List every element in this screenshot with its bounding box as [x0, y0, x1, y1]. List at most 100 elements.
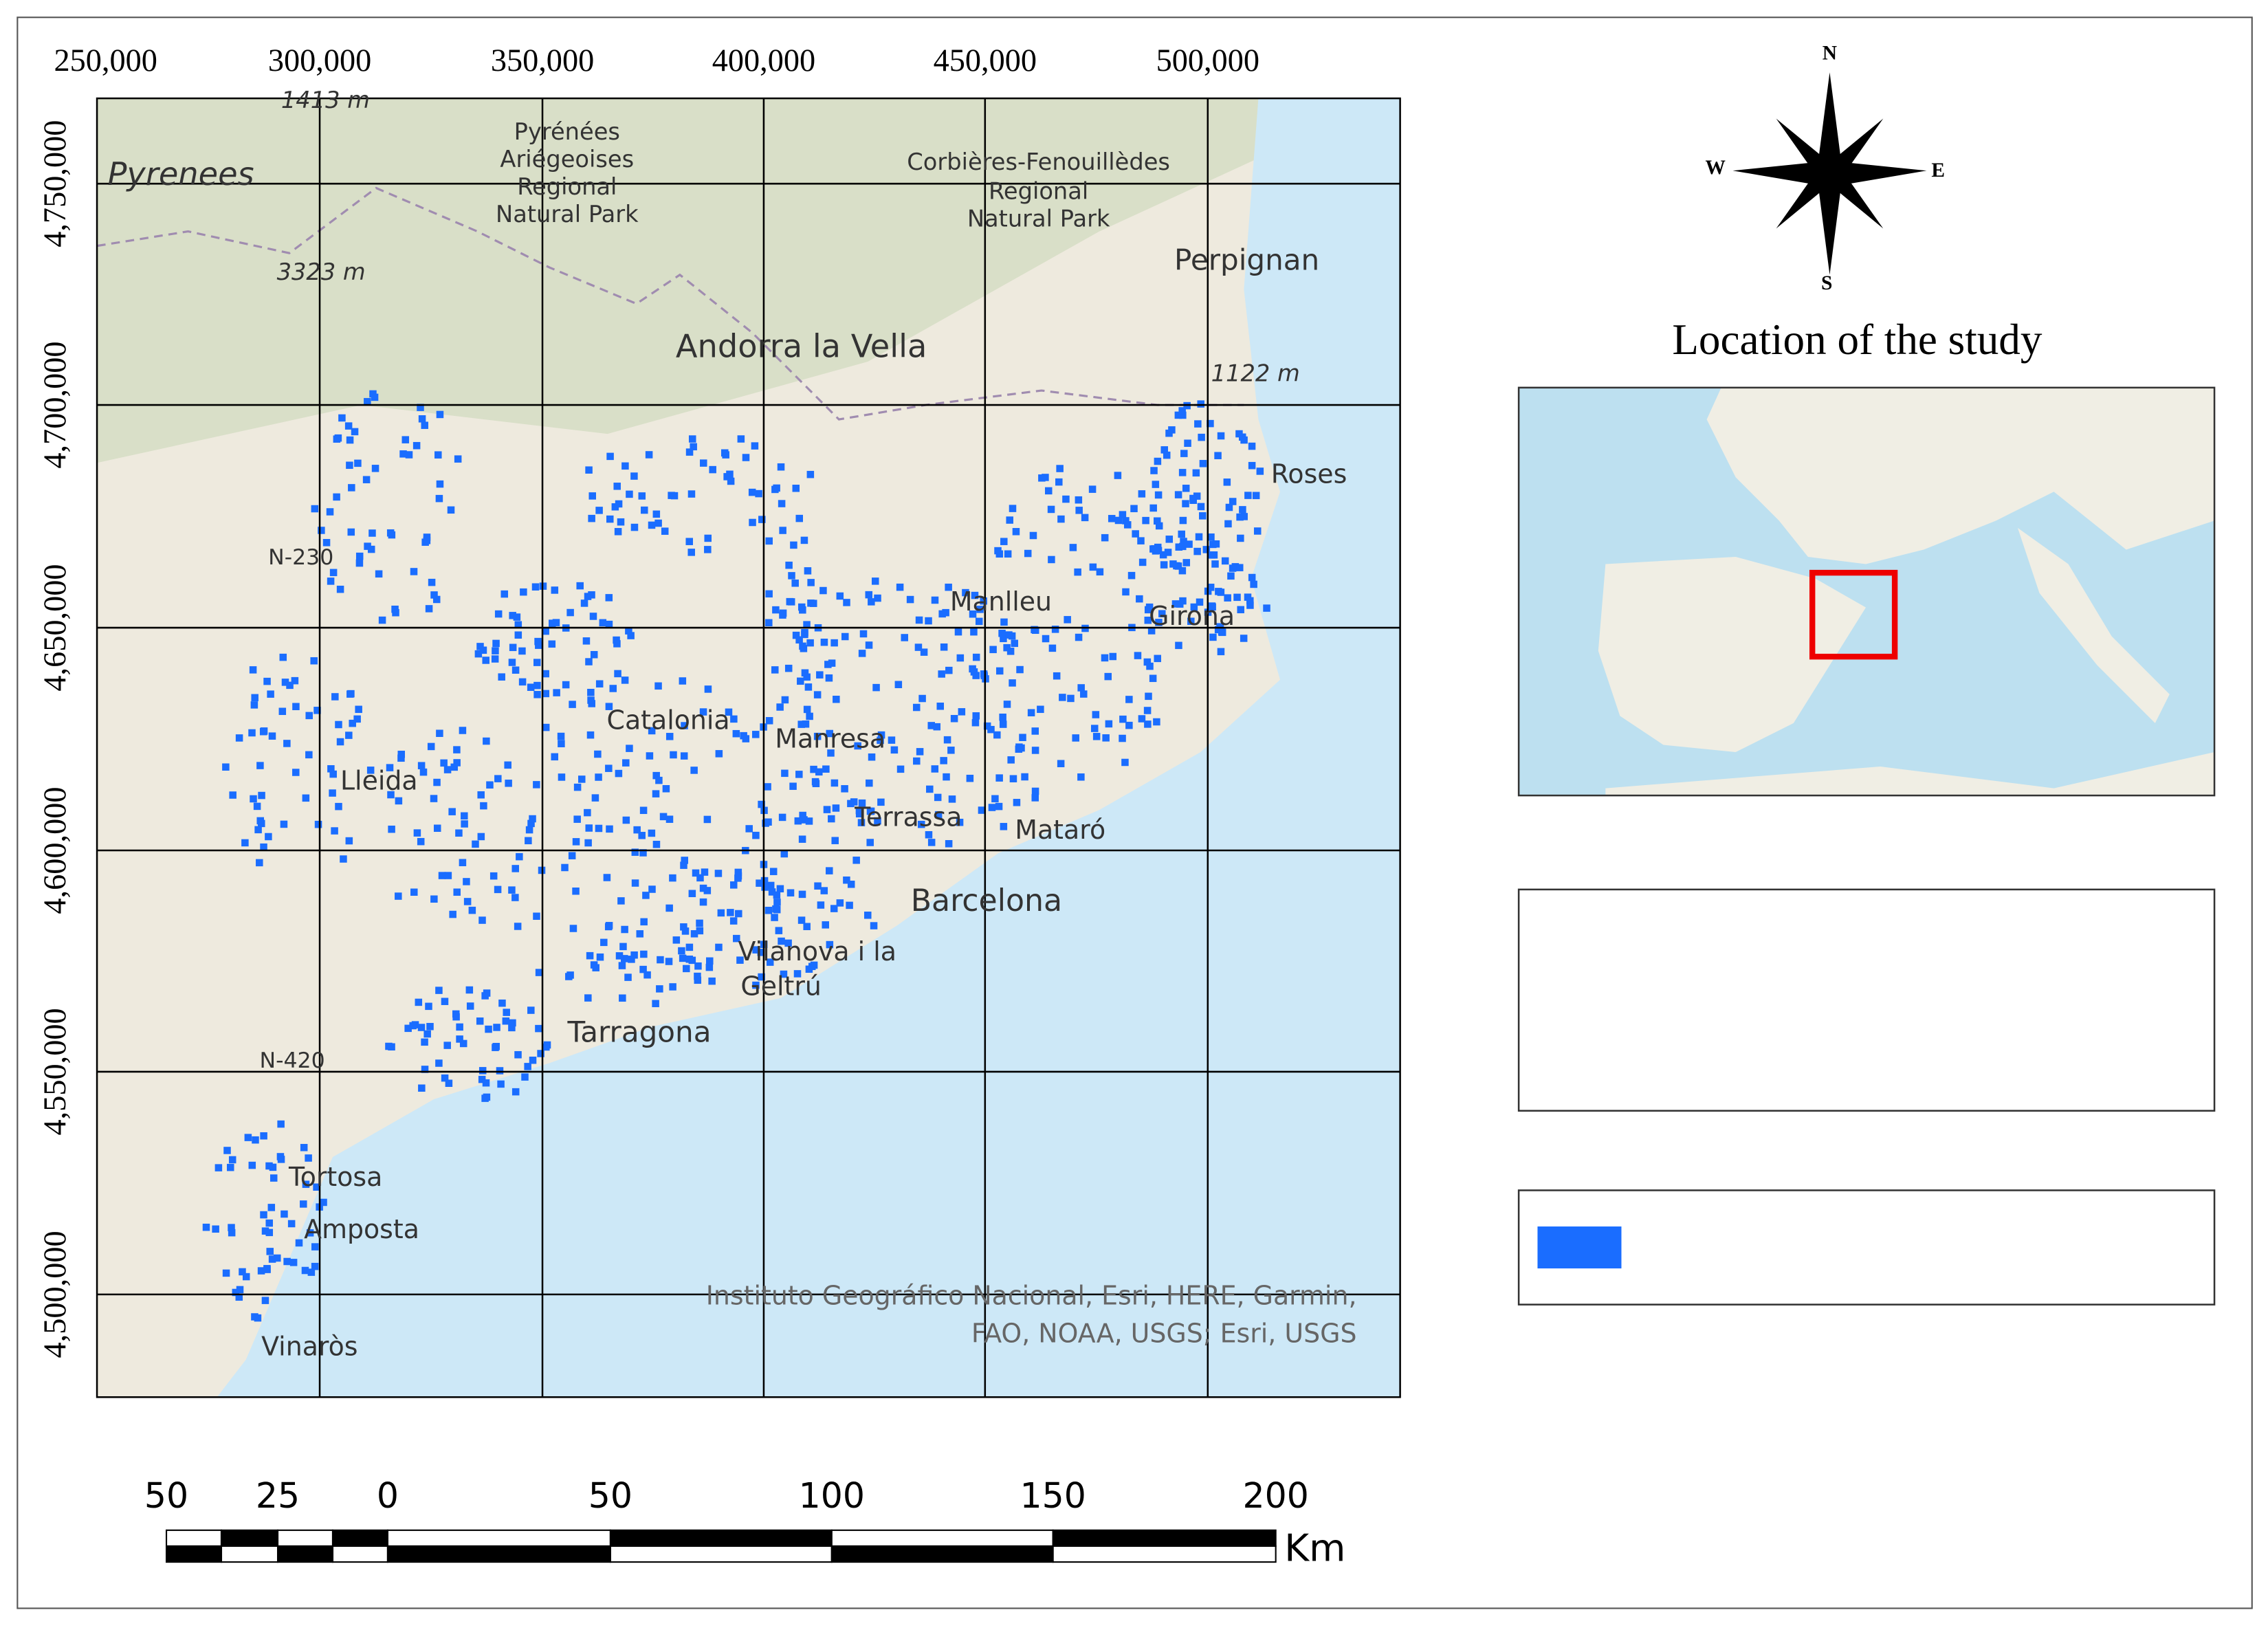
mining-site [894, 681, 903, 688]
mining-site [683, 965, 690, 973]
mining-site [972, 653, 980, 661]
mining-site [1119, 715, 1127, 723]
mining-site [668, 492, 675, 499]
mining-site [1248, 573, 1256, 582]
scale-segment [165, 1529, 223, 1548]
mining-site [1182, 500, 1189, 507]
mining-site [346, 461, 353, 470]
mining-site [830, 905, 838, 912]
mining-site [1042, 635, 1050, 643]
mining-site [841, 785, 848, 793]
mining-site [572, 888, 580, 895]
place-label: Roses [1271, 459, 1347, 489]
mining-site [333, 493, 340, 501]
mining-site [1150, 467, 1158, 474]
mining-site [659, 813, 668, 821]
mining-site [640, 950, 648, 958]
mining-site [482, 1079, 490, 1087]
mining-site [680, 752, 688, 760]
mining-site [586, 731, 595, 739]
mining-site [877, 731, 885, 739]
mining-site [940, 643, 948, 651]
mining-site [347, 528, 355, 536]
mining-site [441, 998, 449, 1005]
mining-site [397, 750, 406, 758]
mining-site [615, 500, 623, 508]
mining-site [958, 708, 966, 716]
mining-site [781, 769, 789, 778]
mining-site [865, 641, 873, 649]
mining-site [797, 677, 804, 685]
mining-site [669, 983, 676, 991]
mining-site [775, 927, 783, 934]
mining-site [988, 804, 996, 811]
mining-site [600, 938, 608, 947]
mining-site [1114, 516, 1123, 525]
mining-site [696, 927, 704, 935]
mining-site [1175, 543, 1183, 551]
mining-site [331, 693, 339, 701]
inset-land [1598, 556, 1867, 752]
mining-site [865, 591, 873, 599]
mining-site [565, 973, 573, 980]
mining-site [784, 939, 792, 947]
mining-site [449, 910, 456, 918]
mining-site [498, 999, 506, 1007]
mining-site [1003, 701, 1011, 708]
mining-site [1119, 734, 1126, 742]
mining-site [780, 970, 788, 978]
mining-site [413, 829, 421, 837]
mining-site [286, 681, 294, 690]
mining-site [214, 1164, 223, 1171]
inset-title: Location of the study [1672, 316, 2043, 364]
mining-site [1132, 530, 1139, 538]
mining-site [1240, 436, 1248, 444]
compass-letter: W [1706, 157, 1726, 179]
mining-site [228, 1224, 235, 1231]
mining-site [456, 1023, 463, 1031]
y-tick-label: 4,650,000 [38, 564, 73, 692]
mining-site [306, 1229, 314, 1237]
mining-site [613, 636, 620, 644]
mining-site [704, 534, 712, 542]
mining-site [1202, 546, 1211, 553]
mining-site [307, 1268, 316, 1276]
place-label: Barcelona [911, 883, 1062, 918]
mining-site [680, 923, 687, 931]
mining-site [1179, 411, 1187, 419]
mining-site [721, 449, 729, 457]
mining-site [799, 642, 806, 650]
mining-site [265, 1162, 273, 1170]
mining-site [978, 806, 986, 814]
mining-site [938, 670, 945, 678]
mining-site [1190, 603, 1198, 611]
mining-site [1077, 773, 1085, 781]
mining-site [222, 763, 230, 771]
place-label: Catalonia [607, 705, 730, 735]
mining-site [1165, 429, 1173, 437]
mining-site [670, 751, 677, 759]
mining-site [480, 802, 487, 810]
mining-site [520, 588, 527, 596]
mining-site [605, 594, 613, 602]
mining-site [486, 781, 494, 789]
mining-site [877, 736, 884, 745]
mining-site [514, 631, 522, 639]
mining-site [1217, 432, 1225, 440]
mining-site [896, 583, 904, 591]
mining-site [694, 976, 702, 984]
mining-site [1138, 558, 1147, 566]
mining-site [569, 701, 576, 708]
mining-site [525, 826, 533, 834]
mining-site [1233, 593, 1241, 602]
mining-site [448, 808, 456, 815]
mining-site [1075, 633, 1083, 641]
mining-site [478, 1075, 486, 1083]
mining-site [1155, 522, 1163, 530]
mining-site [947, 747, 955, 754]
mining-site [627, 632, 635, 639]
mining-site [436, 410, 444, 419]
mining-site [679, 954, 687, 962]
mining-site [926, 785, 934, 793]
mining-site [482, 657, 489, 664]
